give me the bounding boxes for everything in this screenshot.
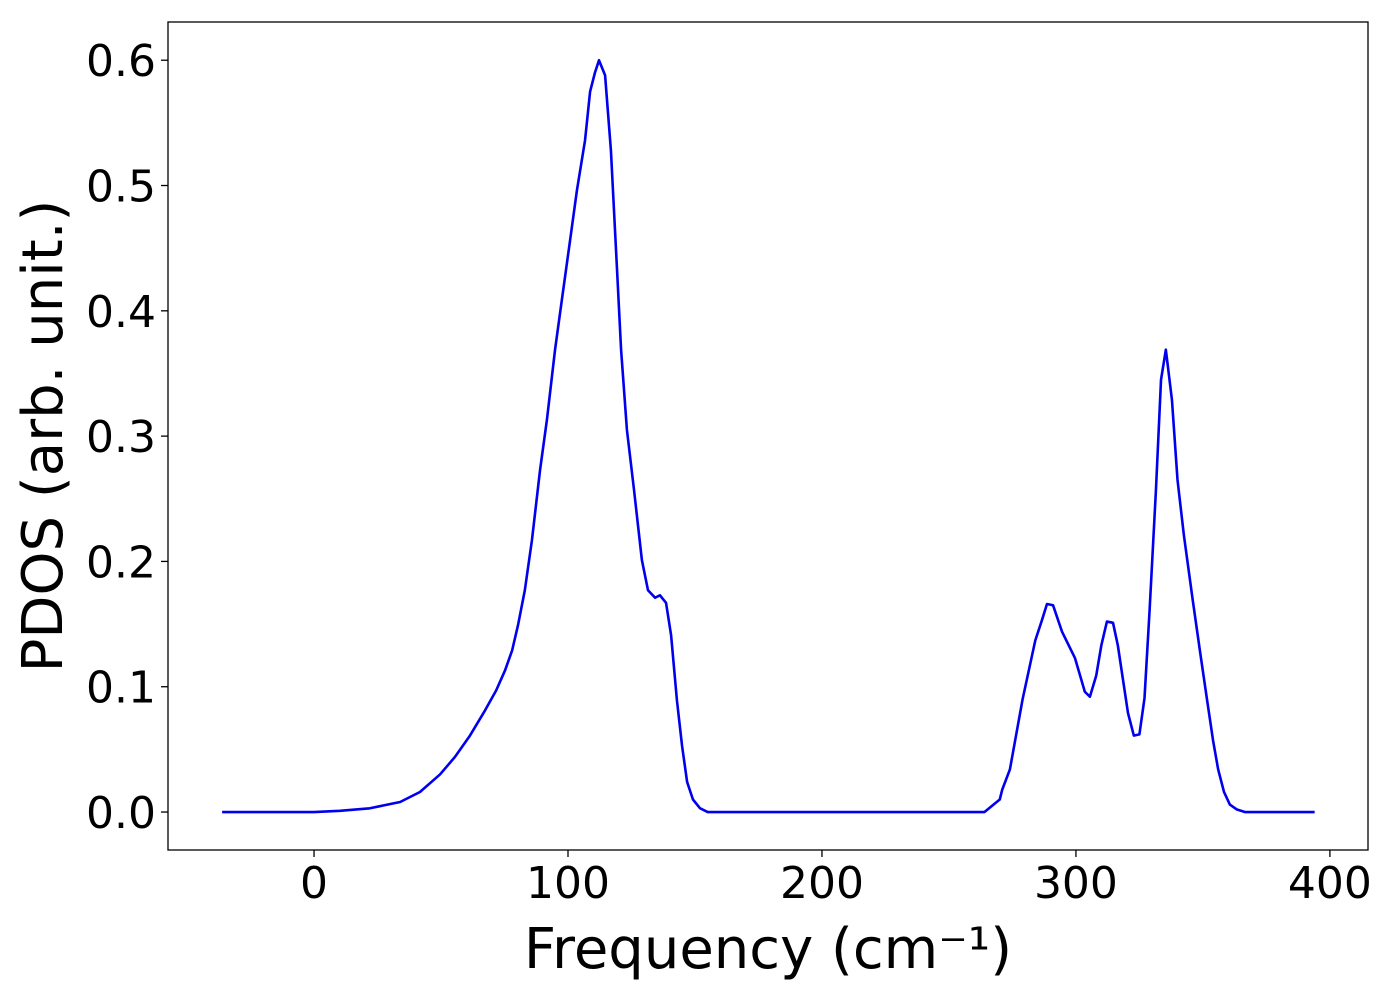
x-tick-label: 0 [300, 858, 328, 909]
x-tick-label: 300 [1034, 858, 1118, 909]
plot-frame [167, 21, 1369, 851]
y-tick-label: 0.6 [86, 36, 156, 87]
y-tick-label: 0.0 [86, 788, 156, 839]
y-tick-label: 0.5 [86, 162, 156, 213]
x-axis-label: Frequency (cm⁻¹) [524, 917, 1012, 982]
y-tick-label: 0.2 [86, 537, 156, 588]
y-tick-label: 0.3 [86, 412, 156, 463]
y-axis-label: PDOS (arb. unit.) [11, 200, 76, 673]
x-tick-label: 200 [780, 858, 864, 909]
y-tick-label: 0.1 [86, 663, 156, 714]
data-line [222, 58, 1315, 814]
y-tick-label: 0.4 [86, 287, 156, 338]
x-tick-label: 400 [1288, 858, 1372, 909]
x-tick-label: 100 [526, 858, 610, 909]
